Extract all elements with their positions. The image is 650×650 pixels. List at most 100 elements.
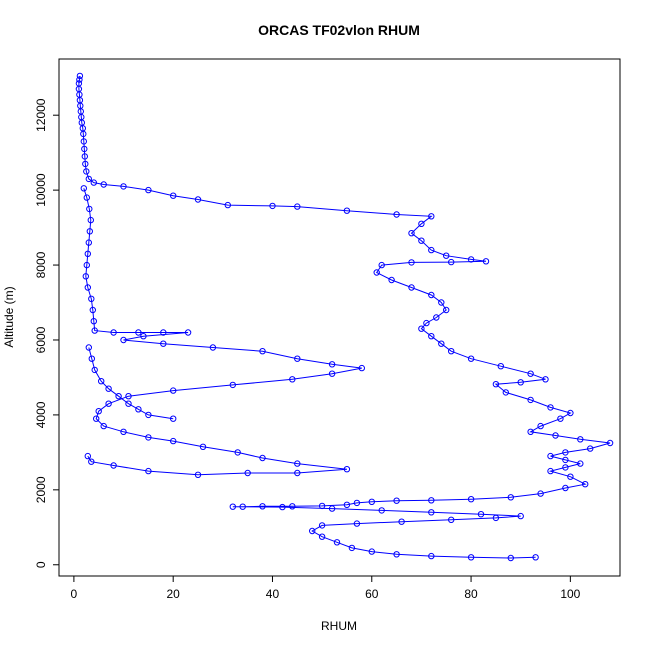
data-point bbox=[82, 160, 89, 168]
data-point bbox=[145, 411, 152, 419]
data-point bbox=[80, 130, 87, 138]
data-point bbox=[120, 183, 127, 190]
x-axis-label: RHUM bbox=[321, 619, 357, 633]
data-point bbox=[289, 376, 296, 383]
data-point bbox=[562, 449, 569, 456]
x-tick-label: 60 bbox=[365, 587, 379, 601]
data-point bbox=[88, 458, 95, 465]
data-point bbox=[85, 239, 93, 246]
data-point bbox=[82, 273, 90, 280]
data-point bbox=[328, 370, 336, 377]
data-point bbox=[428, 497, 435, 504]
data-point bbox=[86, 205, 93, 213]
data-point bbox=[224, 201, 232, 209]
data-point bbox=[562, 464, 569, 471]
data-point bbox=[343, 501, 351, 508]
data-point bbox=[234, 449, 241, 456]
data-point bbox=[110, 329, 117, 336]
data-point bbox=[88, 295, 95, 302]
y-tick-label: 8000 bbox=[34, 251, 48, 278]
x-tick-label: 80 bbox=[464, 587, 478, 601]
data-point bbox=[343, 466, 351, 473]
data-point bbox=[368, 548, 375, 555]
data-point bbox=[93, 415, 100, 422]
data-point bbox=[269, 202, 276, 210]
data-point bbox=[120, 428, 127, 435]
data-point bbox=[532, 554, 539, 561]
data-point bbox=[294, 355, 301, 362]
data-point bbox=[502, 389, 509, 396]
data-point bbox=[90, 318, 98, 325]
data-point bbox=[100, 181, 107, 188]
data-point bbox=[517, 379, 524, 386]
data-point bbox=[358, 364, 365, 372]
data-point bbox=[76, 72, 84, 80]
data-point bbox=[309, 527, 316, 535]
data-point bbox=[135, 329, 142, 336]
data-point bbox=[333, 539, 341, 546]
data-point bbox=[428, 509, 435, 516]
series-line bbox=[78, 75, 611, 559]
data-point bbox=[259, 503, 266, 510]
data-point bbox=[194, 471, 202, 478]
data-point bbox=[289, 503, 296, 510]
data-point bbox=[418, 325, 425, 332]
data-point bbox=[537, 422, 544, 430]
data-point bbox=[567, 473, 574, 480]
data-point bbox=[294, 460, 301, 467]
data-point bbox=[125, 393, 132, 400]
data-point bbox=[443, 252, 450, 259]
data-point bbox=[80, 138, 88, 145]
data-point bbox=[105, 400, 112, 407]
data-point bbox=[537, 490, 544, 497]
series-line bbox=[83, 188, 362, 476]
data-point bbox=[239, 503, 246, 510]
data-point bbox=[160, 340, 167, 347]
data-point bbox=[81, 145, 88, 153]
data-point bbox=[85, 344, 93, 351]
data-point bbox=[423, 319, 430, 327]
data-point bbox=[428, 213, 435, 220]
data-point bbox=[547, 404, 554, 411]
y-tick-label: 0 bbox=[34, 561, 48, 568]
data-point bbox=[562, 484, 569, 492]
data-point bbox=[482, 258, 490, 265]
data-point bbox=[100, 422, 107, 430]
data-point bbox=[378, 507, 385, 514]
data-point bbox=[135, 406, 142, 413]
y-tick-label: 2000 bbox=[34, 476, 48, 503]
data-point bbox=[145, 186, 152, 194]
data-point bbox=[85, 175, 93, 183]
data-point bbox=[428, 333, 435, 340]
data-point bbox=[84, 284, 92, 291]
data-point bbox=[438, 340, 445, 347]
data-point bbox=[582, 481, 589, 488]
data-point bbox=[184, 329, 192, 336]
data-point bbox=[418, 237, 425, 244]
data-point bbox=[170, 415, 177, 422]
data-point bbox=[80, 185, 88, 192]
data-point bbox=[552, 432, 559, 439]
data-point bbox=[76, 76, 83, 83]
data-point bbox=[294, 469, 301, 477]
data-point bbox=[507, 494, 514, 501]
data-point bbox=[438, 299, 445, 306]
data-point bbox=[83, 194, 91, 201]
data-series bbox=[75, 72, 614, 562]
data-point bbox=[393, 497, 400, 504]
data-point bbox=[209, 344, 217, 351]
data-point bbox=[90, 179, 98, 186]
data-point bbox=[577, 460, 584, 467]
data-point bbox=[91, 327, 98, 334]
data-point bbox=[120, 336, 127, 344]
data-point bbox=[443, 306, 450, 314]
data-point bbox=[547, 467, 554, 475]
data-point bbox=[259, 454, 266, 462]
data-point bbox=[145, 467, 152, 475]
data-point bbox=[408, 259, 415, 266]
x-tick-label: 0 bbox=[71, 587, 78, 601]
data-point bbox=[259, 348, 266, 355]
x-axis: 0 20 40 60 80 100 bbox=[71, 575, 581, 601]
data-point bbox=[343, 207, 351, 214]
data-point bbox=[160, 329, 167, 336]
